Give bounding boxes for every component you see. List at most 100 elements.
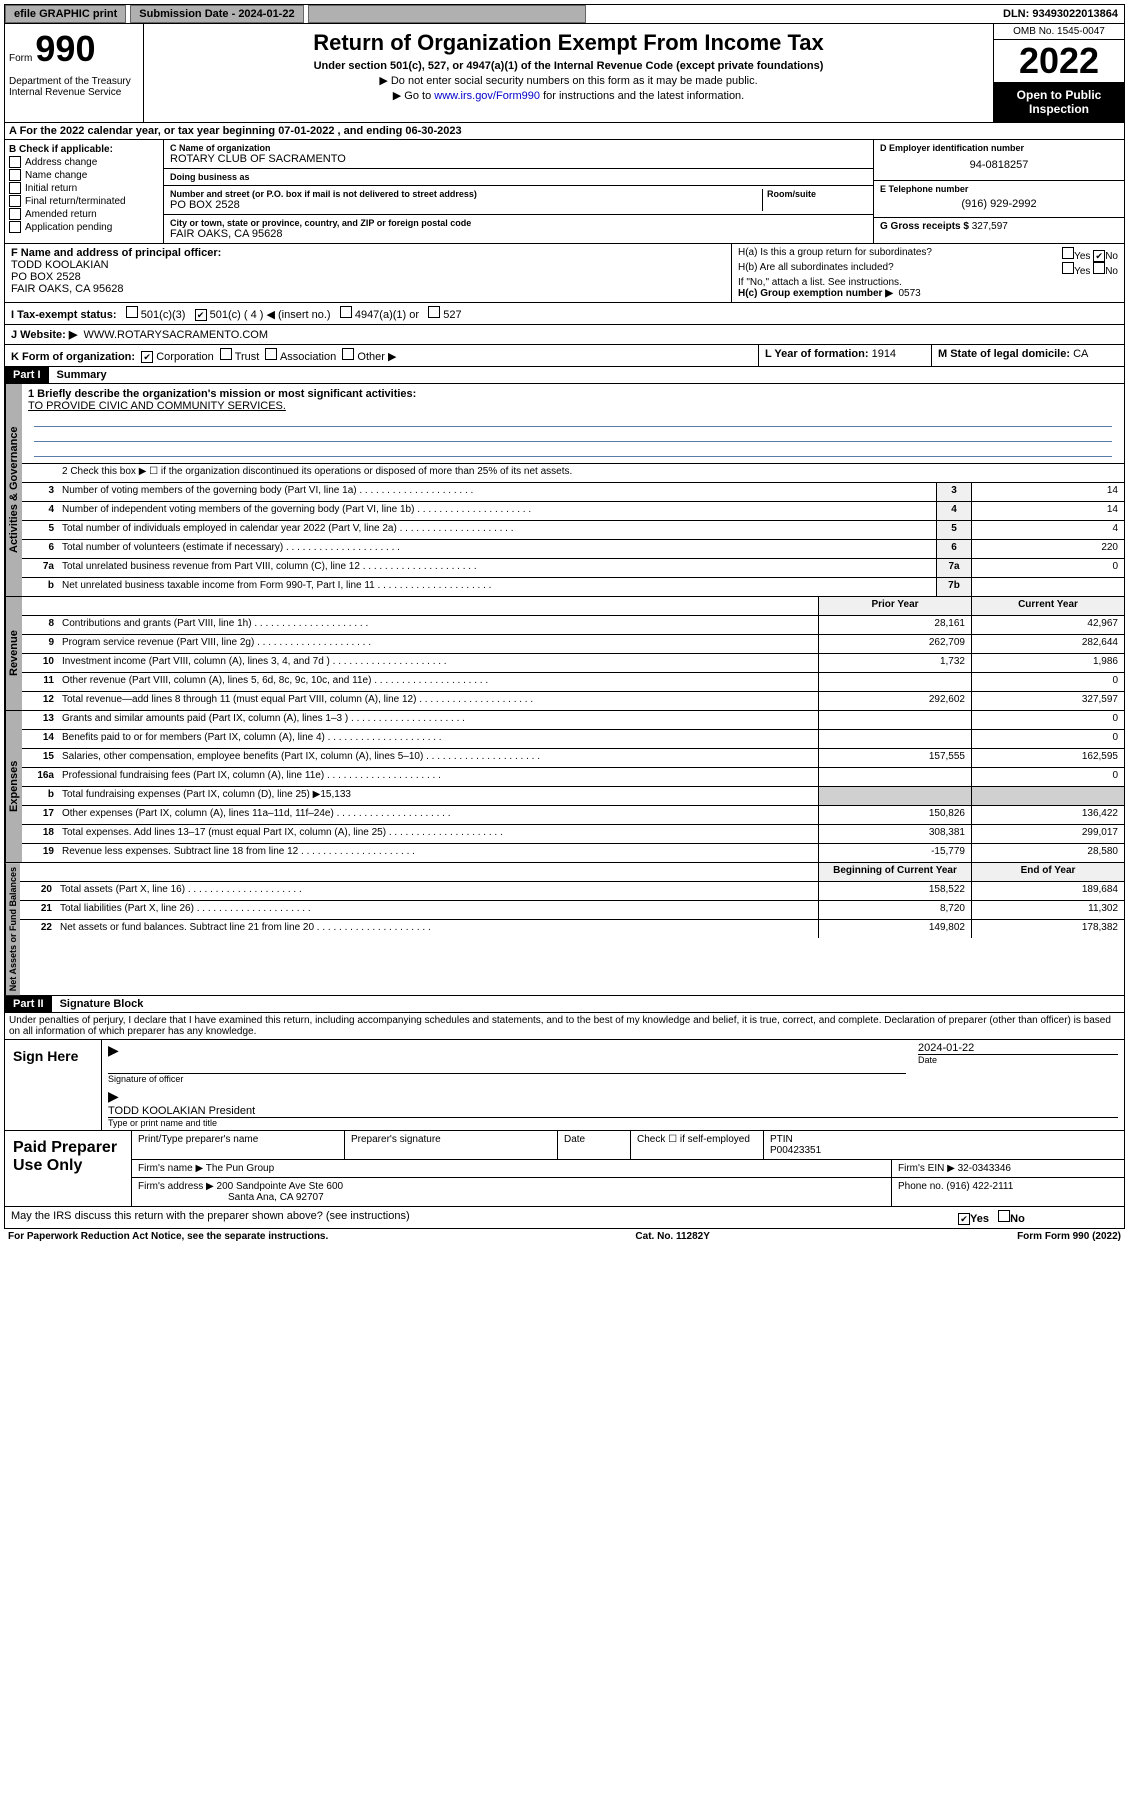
- col-d-ein-tel: D Employer identification number 94-0818…: [873, 140, 1124, 243]
- omb-number: OMB No. 1545-0047: [994, 24, 1124, 40]
- efile-button[interactable]: efile GRAPHIC print: [5, 5, 126, 23]
- summary-line: 4Number of independent voting members of…: [22, 502, 1124, 521]
- activities-governance-section: Activities & Governance 1 Briefly descri…: [4, 384, 1125, 597]
- dept-label: Department of the Treasury Internal Reve…: [9, 76, 139, 98]
- application-pending-checkbox[interactable]: [9, 221, 21, 233]
- summary-line: bTotal fundraising expenses (Part IX, co…: [22, 787, 1124, 806]
- 501c-checkbox[interactable]: [195, 309, 207, 321]
- row-klm: K Form of organization: Corporation Trus…: [4, 345, 1125, 367]
- irs-link[interactable]: www.irs.gov/Form990: [434, 90, 540, 102]
- summary-line: 3Number of voting members of the governi…: [22, 483, 1124, 502]
- street-address: PO BOX 2528: [170, 199, 762, 211]
- summary-line: bNet unrelated business taxable income f…: [22, 578, 1124, 596]
- top-bar: efile GRAPHIC print Submission Date - 20…: [4, 4, 1125, 24]
- form-number: 990: [35, 28, 95, 69]
- state-domicile: CA: [1073, 348, 1088, 360]
- trust-checkbox[interactable]: [220, 348, 232, 360]
- row-j-website: J Website: ▶ WWW.ROTARYSACRAMENTO.COM: [4, 325, 1125, 345]
- summary-line: 5Total number of individuals employed in…: [22, 521, 1124, 540]
- assoc-checkbox[interactable]: [265, 348, 277, 360]
- summary-line: 9Program service revenue (Part VIII, lin…: [22, 635, 1124, 654]
- summary-line: 17Other expenses (Part IX, column (A), l…: [22, 806, 1124, 825]
- part-2-header: Part II Signature Block: [4, 996, 1125, 1013]
- initial-return-checkbox[interactable]: [9, 182, 21, 194]
- col-b-checkboxes: B Check if applicable: Address change Na…: [5, 140, 164, 243]
- summary-line: 19Revenue less expenses. Subtract line 1…: [22, 844, 1124, 862]
- form-header: Form 990 Department of the Treasury Inte…: [4, 24, 1125, 123]
- 527-checkbox[interactable]: [428, 306, 440, 318]
- sig-date: 2024-01-22: [918, 1042, 1118, 1054]
- discuss-row: May the IRS discuss this return with the…: [4, 1207, 1125, 1229]
- row-i-tax-status: I Tax-exempt status: 501(c)(3) 501(c) ( …: [4, 303, 1125, 325]
- officer-name: TODD KOOLAKIAN: [11, 259, 725, 271]
- officer-sig-name: TODD KOOLAKIAN President: [108, 1105, 1118, 1118]
- summary-line: 14Benefits paid to or for members (Part …: [22, 730, 1124, 749]
- summary-line: 18Total expenses. Add lines 13–17 (must …: [22, 825, 1124, 844]
- inspection-label: Open to Public Inspection: [994, 82, 1124, 122]
- expenses-section: Expenses 13Grants and similar amounts pa…: [4, 711, 1125, 863]
- city-state-zip: FAIR OAKS, CA 95628: [170, 228, 867, 240]
- name-change-checkbox[interactable]: [9, 169, 21, 181]
- part-1-header: Part I Summary: [4, 367, 1125, 384]
- 4947-checkbox[interactable]: [340, 306, 352, 318]
- final-return-checkbox[interactable]: [9, 195, 21, 207]
- gov-tab: Activities & Governance: [5, 384, 22, 596]
- net-assets-section: Net Assets or Fund Balances Beginning of…: [4, 863, 1125, 996]
- sign-here-section: Sign Here ▶ Signature of officer 2024-01…: [4, 1040, 1125, 1131]
- discuss-no-checkbox[interactable]: [998, 1210, 1010, 1222]
- dln-label: DLN: 93493022013864: [1003, 8, 1124, 20]
- summary-line: 12Total revenue—add lines 8 through 11 (…: [22, 692, 1124, 710]
- amended-return-checkbox[interactable]: [9, 208, 21, 220]
- revenue-section: Revenue Prior Year Current Year 8Contrib…: [4, 597, 1125, 711]
- summary-line: 13Grants and similar amounts paid (Part …: [22, 711, 1124, 730]
- rev-tab: Revenue: [5, 597, 22, 710]
- section-bcd: B Check if applicable: Address change Na…: [4, 140, 1125, 244]
- col-c-org-info: C Name of organization ROTARY CLUB OF SA…: [164, 140, 873, 243]
- row-f-h: F Name and address of principal officer:…: [4, 244, 1125, 303]
- ptin-value: P00423351: [770, 1145, 821, 1156]
- mission-text: TO PROVIDE CIVIC AND COMMUNITY SERVICES.: [28, 400, 1118, 412]
- org-name: ROTARY CLUB OF SACRAMENTO: [170, 153, 867, 165]
- summary-line: 10Investment income (Part VIII, column (…: [22, 654, 1124, 673]
- paid-preparer-section: Paid Preparer Use Only Print/Type prepar…: [4, 1131, 1125, 1207]
- summary-line: 20Total assets (Part X, line 16)158,5221…: [20, 882, 1124, 901]
- hb-no-checkbox[interactable]: [1093, 262, 1105, 274]
- tax-year: 2022: [994, 40, 1124, 82]
- page-footer: For Paperwork Reduction Act Notice, see …: [4, 1229, 1125, 1244]
- gross-receipts: 327,597: [972, 221, 1008, 232]
- address-change-checkbox[interactable]: [9, 156, 21, 168]
- 501c3-checkbox[interactable]: [126, 306, 138, 318]
- subtitle-3: ▶ Go to www.irs.gov/Form990 for instruct…: [150, 89, 987, 102]
- group-exemption: 0573: [898, 288, 920, 299]
- net-tab: Net Assets or Fund Balances: [5, 863, 20, 995]
- hb-yes-checkbox[interactable]: [1062, 262, 1074, 274]
- firm-addr1: 200 Sandpointe Ave Ste 600: [217, 1181, 344, 1192]
- corp-checkbox[interactable]: [141, 351, 153, 363]
- arrow-icon: ▶: [108, 1042, 119, 1058]
- summary-line: 22Net assets or fund balances. Subtract …: [20, 920, 1124, 938]
- summary-line: 8Contributions and grants (Part VIII, li…: [22, 616, 1124, 635]
- main-title: Return of Organization Exempt From Incom…: [150, 30, 987, 56]
- blank-button: [308, 5, 586, 23]
- summary-line: 15Salaries, other compensation, employee…: [22, 749, 1124, 768]
- ein-value: 94-0818257: [880, 153, 1118, 177]
- declaration-text: Under penalties of perjury, I declare th…: [4, 1013, 1125, 1040]
- sign-here-label: Sign Here: [5, 1040, 102, 1130]
- website-value: WWW.ROTARYSACRAMENTO.COM: [83, 329, 268, 341]
- ha-no-checkbox[interactable]: [1093, 250, 1105, 262]
- firm-phone: (916) 422-2111: [946, 1181, 1013, 1192]
- firm-name: The Pun Group: [206, 1163, 274, 1174]
- submission-date-button[interactable]: Submission Date - 2024-01-22: [130, 5, 303, 23]
- arrow-icon: ▶: [108, 1088, 119, 1104]
- summary-line: 11Other revenue (Part VIII, column (A), …: [22, 673, 1124, 692]
- discuss-yes-checkbox[interactable]: [958, 1213, 970, 1225]
- firm-ein: 32-0343346: [958, 1163, 1011, 1174]
- telephone-value: (916) 929-2992: [880, 194, 1118, 214]
- firm-addr2: Santa Ana, CA 92707: [228, 1192, 324, 1203]
- year-formation: 1914: [872, 348, 896, 360]
- paid-preparer-label: Paid Preparer Use Only: [5, 1131, 132, 1206]
- ha-yes-checkbox[interactable]: [1062, 247, 1074, 259]
- summary-line: 6Total number of volunteers (estimate if…: [22, 540, 1124, 559]
- other-checkbox[interactable]: [342, 348, 354, 360]
- summary-line: 7aTotal unrelated business revenue from …: [22, 559, 1124, 578]
